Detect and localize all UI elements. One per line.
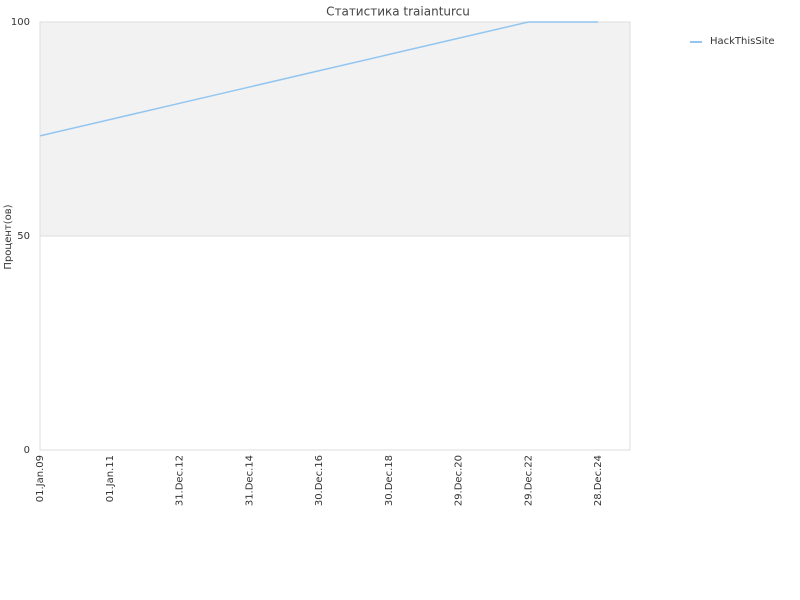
x-tick-label: 31.Dec.14 [244,455,255,506]
x-tick-label: 29.Dec.22 [523,455,534,506]
chart-title: Статистика traianturcu [326,5,470,19]
y-tick-label: 0 [24,445,30,456]
x-tick-label: 30.Dec.18 [384,455,395,506]
data-line [39,21,598,137]
x-tick-label: 29.Dec.20 [454,455,465,506]
x-tick-label: 01.Jan.09 [35,455,46,502]
x-tick-label: 01.Jan.11 [105,455,116,502]
plot-band [40,22,630,236]
x-tick-label: 31.Dec.12 [175,455,186,506]
y-tick-label: 50 [17,231,30,242]
y-tick-label: 100 [11,17,30,28]
legend-label: HackThisSite [710,36,775,47]
x-tick-label: 30.Dec.16 [314,455,325,506]
x-tick-label: 28.Dec.24 [593,455,604,506]
y-axis-label: Процент(ов) [3,204,14,269]
